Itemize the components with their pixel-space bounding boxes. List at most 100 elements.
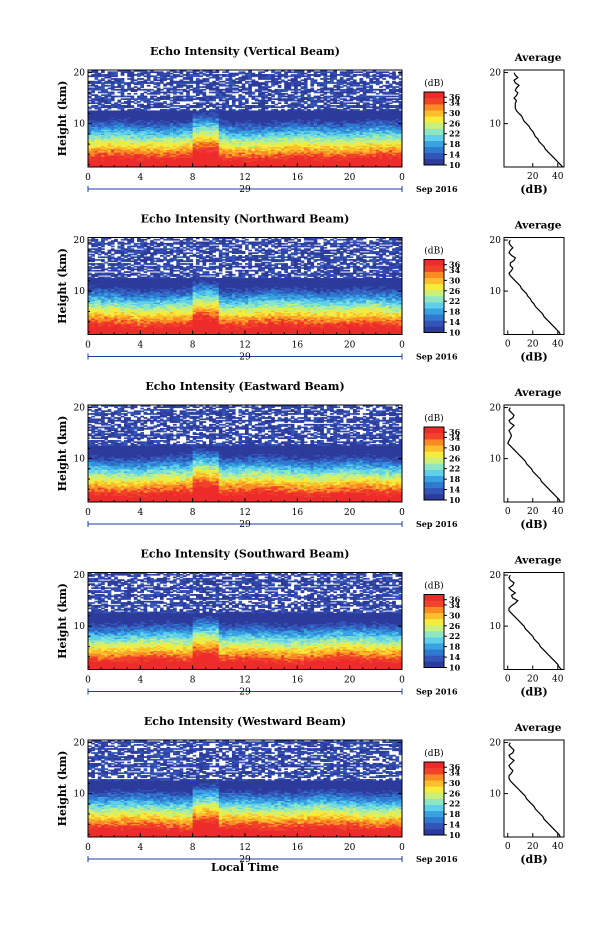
heat-cell bbox=[205, 137, 210, 140]
heat-cell bbox=[186, 140, 190, 142]
heat-cell bbox=[248, 148, 252, 150]
heat-cell bbox=[235, 91, 239, 94]
heat-cell bbox=[176, 145, 180, 148]
heat-cell bbox=[140, 105, 144, 107]
heat-cell bbox=[176, 153, 180, 156]
heat-cell bbox=[150, 126, 154, 129]
heat-cell bbox=[133, 146, 138, 149]
heat-cell bbox=[169, 133, 174, 136]
heat-cell bbox=[137, 78, 141, 80]
heat-cell bbox=[137, 88, 141, 91]
heat-cell bbox=[199, 105, 203, 107]
heat-cell bbox=[166, 71, 171, 74]
heat-cell bbox=[114, 127, 118, 130]
heat-cell bbox=[195, 152, 200, 154]
heat-cell bbox=[212, 133, 216, 136]
heat-cell bbox=[186, 75, 190, 78]
heat-cell bbox=[258, 76, 262, 79]
heat-cell bbox=[88, 96, 92, 99]
heat-cell bbox=[248, 152, 252, 154]
heat-cell bbox=[222, 164, 226, 167]
heat-cell bbox=[271, 162, 275, 165]
heat-cell bbox=[137, 161, 141, 164]
heat-cell bbox=[222, 83, 226, 86]
heat-cell bbox=[195, 125, 200, 127]
heat-cell bbox=[235, 133, 239, 136]
heat-cell bbox=[231, 111, 236, 114]
heat-cell bbox=[137, 109, 141, 111]
heat-cell bbox=[143, 122, 148, 125]
heat-cell bbox=[140, 125, 144, 127]
heat-cell bbox=[202, 148, 207, 150]
heat-cell bbox=[156, 154, 161, 157]
heat-cell bbox=[146, 100, 151, 103]
heat-cell bbox=[215, 148, 220, 150]
heat-cell bbox=[238, 133, 243, 136]
heat-cell bbox=[245, 125, 249, 127]
heat-cell bbox=[88, 125, 92, 127]
heat-cell bbox=[179, 157, 184, 160]
heat-cell bbox=[156, 88, 161, 91]
heat-cell bbox=[297, 91, 301, 94]
heat-cell bbox=[231, 87, 236, 90]
heat-cell bbox=[110, 134, 115, 137]
heat-cell bbox=[130, 131, 135, 134]
heat-cell bbox=[169, 99, 174, 102]
heat-cell bbox=[205, 138, 210, 141]
heat-cell bbox=[182, 141, 187, 144]
heat-cell bbox=[251, 121, 256, 123]
heat-cell bbox=[343, 98, 347, 101]
heat-cell bbox=[140, 144, 144, 146]
heat-cell bbox=[209, 158, 213, 161]
heat-cell bbox=[110, 162, 115, 165]
heat-cell bbox=[146, 84, 151, 87]
heat-cell bbox=[94, 75, 99, 78]
heat-cell bbox=[153, 129, 158, 132]
heat-cell bbox=[163, 129, 167, 132]
heat-cell bbox=[91, 137, 95, 140]
heat-cell bbox=[169, 145, 174, 148]
heat-cell bbox=[179, 121, 184, 123]
heat-cell bbox=[189, 131, 194, 134]
heat-cell bbox=[153, 75, 158, 78]
heat-cell bbox=[150, 157, 154, 160]
heat-cell bbox=[202, 126, 207, 129]
heat-cell bbox=[97, 111, 102, 114]
heat-cell bbox=[271, 122, 275, 125]
heat-cell bbox=[94, 105, 99, 107]
heat-cell bbox=[222, 109, 226, 111]
heat-cell bbox=[133, 113, 138, 115]
heat-cell bbox=[120, 134, 125, 137]
heat-cell bbox=[143, 160, 148, 163]
heat-cell bbox=[205, 111, 210, 114]
heat-cell bbox=[218, 125, 223, 127]
heat-cell bbox=[137, 138, 141, 141]
heat-cell bbox=[150, 142, 154, 145]
heat-cell bbox=[274, 113, 279, 115]
heat-cell bbox=[231, 148, 236, 150]
heat-cell bbox=[146, 160, 151, 163]
heat-cell bbox=[163, 91, 167, 94]
heat-cell bbox=[159, 117, 164, 119]
heat-cell bbox=[274, 98, 279, 101]
heat-cell bbox=[123, 142, 128, 145]
heat-cell bbox=[153, 111, 158, 114]
heat-cell bbox=[248, 136, 252, 138]
heat-cell bbox=[235, 158, 239, 161]
heat-cell bbox=[284, 92, 288, 95]
heat-cell bbox=[225, 119, 230, 122]
heat-cell bbox=[133, 134, 138, 137]
heat-cell bbox=[150, 88, 154, 91]
heat-cell bbox=[228, 127, 233, 130]
heat-cell bbox=[212, 71, 216, 74]
heat-cell bbox=[254, 152, 259, 154]
heat-cell bbox=[179, 144, 184, 146]
heat-cell bbox=[163, 136, 167, 138]
heat-cell bbox=[156, 121, 161, 123]
heat-cell bbox=[258, 114, 262, 117]
heat-cell bbox=[114, 152, 118, 154]
heat-cell bbox=[166, 90, 171, 92]
heat-cell bbox=[192, 127, 197, 130]
heat-cell bbox=[241, 115, 246, 118]
heat-cell bbox=[261, 114, 266, 117]
